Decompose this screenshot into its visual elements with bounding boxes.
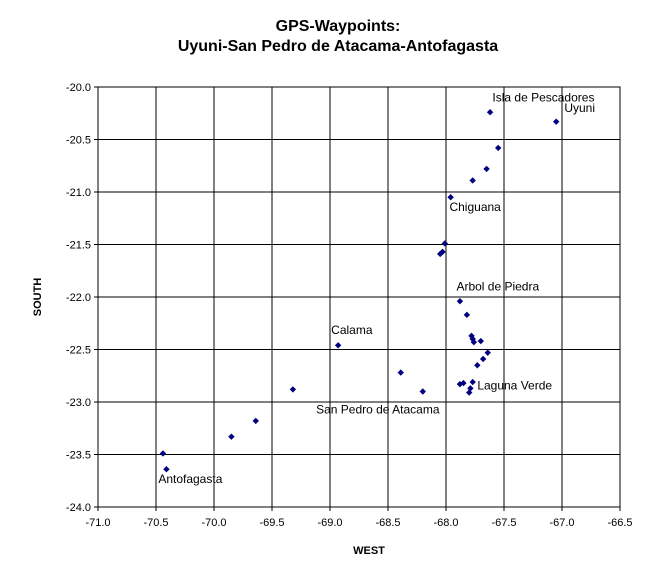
waypoint-label-4: Calama <box>331 323 373 337</box>
x-tick-label-8: -67.0 <box>549 517 574 529</box>
waypoint-marker-29 <box>159 450 167 457</box>
x-tick-label-9: -66.5 <box>607 517 632 529</box>
y-tick-label-2: -21.0 <box>66 187 91 199</box>
waypoint-marker-13 <box>470 338 478 346</box>
x-axis-label: WEST <box>353 545 385 557</box>
waypoint-marker-30 <box>163 466 170 473</box>
waypoint-marker-3 <box>483 165 490 173</box>
waypoint-marker-25 <box>334 342 342 349</box>
data-points <box>159 109 560 473</box>
waypoint-label-6: San Pedro de Atacama <box>316 403 440 417</box>
waypoint-marker-1 <box>486 109 494 116</box>
x-tick-label-4: -69.0 <box>317 517 342 529</box>
tick-labels: -71.0 -70.5 -70.0 -69.5 -69.0 -68.5 -68.0 -67.5… <box>66 82 633 529</box>
x-tick-label-3: -69.5 <box>259 517 284 529</box>
chart-title-line-2: Uyuni-San Pedro de Atacama-Antofagasta <box>178 38 498 55</box>
waypoint-marker-5 <box>447 194 454 201</box>
waypoint-label-1: Isla de Pescadores <box>492 91 594 105</box>
y-tick-label-5: -22.5 <box>66 345 91 357</box>
waypoint-marker-10 <box>463 311 471 319</box>
waypoint-marker-27 <box>252 417 259 425</box>
waypoint-label-7: Antofagasta <box>158 472 222 486</box>
waypoint-marker-20 <box>469 378 476 386</box>
waypoint-marker-14 <box>477 337 484 345</box>
waypoint-label-0: Uyuni <box>564 101 595 115</box>
waypoint-marker-22 <box>466 389 473 396</box>
x-tick-label-0: -71.0 <box>85 517 110 529</box>
x-tick-label-7: -67.5 <box>491 517 516 529</box>
y-tick-label-0: -20.0 <box>66 82 91 94</box>
plot-area <box>97 86 621 508</box>
y-tick-label-8: -24.0 <box>66 502 91 514</box>
x-tick-label-1: -70.5 <box>143 517 168 529</box>
gridlines <box>94 86 621 511</box>
y-tick-label-4: -22.0 <box>66 292 91 304</box>
waypoint-marker-2 <box>495 144 502 152</box>
x-tick-label-6: -68.0 <box>433 517 458 529</box>
y-tick-label-3: -21.5 <box>66 240 91 252</box>
x-tick-label-2: -70.0 <box>201 517 226 529</box>
y-tick-label-1: -20.5 <box>66 135 91 147</box>
waypoint-marker-15 <box>484 349 491 356</box>
waypoint-marker-24 <box>397 369 404 376</box>
y-tick-label-6: -23.0 <box>66 397 91 409</box>
waypoint-marker-4 <box>469 177 476 184</box>
waypoint-label-3: Arbol de Piedra <box>456 280 539 294</box>
chart-title-line-1: GPS-Waypoints: <box>276 18 401 35</box>
waypoint-marker-28 <box>228 433 235 440</box>
waypoint-marker-0 <box>553 118 560 125</box>
waypoint-marker-17 <box>474 362 481 369</box>
waypoint-marker-9 <box>456 298 464 305</box>
waypoint-label-2: Chiguana <box>449 200 501 214</box>
waypoint-label-5: Laguna Verde <box>477 378 552 392</box>
waypoint-marker-19 <box>456 380 464 388</box>
waypoint-marker-6 <box>441 240 449 247</box>
waypoint-marker-26 <box>289 386 297 393</box>
y-axis-label: SOUTH <box>32 278 44 317</box>
x-tick-label-5: -68.5 <box>375 517 400 529</box>
waypoint-marker-8 <box>437 250 444 258</box>
y-tick-label-7: -23.5 <box>66 450 91 462</box>
waypoint-marker-16 <box>479 355 487 363</box>
waypoint-marker-23 <box>419 388 426 395</box>
